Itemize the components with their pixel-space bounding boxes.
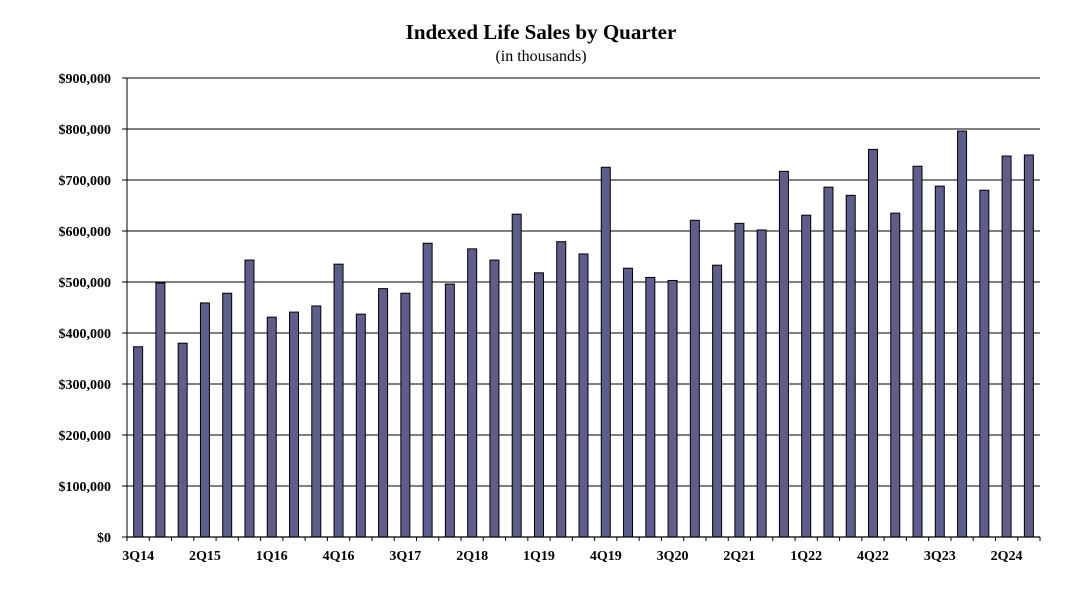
y-tick-label: $500,000 xyxy=(59,276,112,291)
bar xyxy=(600,166,611,538)
bar xyxy=(778,170,789,538)
y-tick-labels: $0 $100,000 $200,000 $300,000 $400,000 $500,0… xyxy=(59,72,112,546)
x-tick-label: 1Q19 xyxy=(523,549,555,564)
bar xyxy=(355,313,366,538)
bar xyxy=(533,272,544,538)
bar xyxy=(823,186,834,538)
y-tick-label: $600,000 xyxy=(59,225,112,240)
x-tick-label: 1Q22 xyxy=(790,549,822,564)
bar xyxy=(199,302,210,538)
x-tick-label: 3Q23 xyxy=(924,549,956,564)
y-tick-label: $300,000 xyxy=(59,378,112,393)
bar xyxy=(289,311,300,538)
bar xyxy=(979,189,990,538)
bar xyxy=(467,248,478,538)
bar xyxy=(444,283,455,538)
bar xyxy=(845,194,856,538)
bar xyxy=(712,264,723,538)
x-tick-label: 4Q22 xyxy=(857,549,889,564)
chart-title: Indexed Life Sales by Quarter xyxy=(405,20,677,44)
y-tick-label: $100,000 xyxy=(59,480,112,495)
y-tick-label: $800,000 xyxy=(59,123,112,138)
bar xyxy=(957,130,968,538)
y-tick-label: $0 xyxy=(97,531,111,546)
bar xyxy=(489,259,500,538)
x-tick-label: 4Q19 xyxy=(590,549,622,564)
x-tick-label: 3Q17 xyxy=(389,549,421,564)
y-tick-label: $700,000 xyxy=(59,174,112,189)
bar xyxy=(511,213,522,538)
bar xyxy=(890,212,901,538)
bar xyxy=(333,263,344,538)
bar xyxy=(867,148,878,538)
bar xyxy=(801,214,812,538)
x-tick-labels: 3Q14 2Q15 1Q16 4Q16 3Q17 2Q18 1Q19 4Q19 3Q20 2Q21… xyxy=(122,549,1022,564)
x-tick-label: 3Q20 xyxy=(657,549,689,564)
bar xyxy=(756,229,767,538)
bars xyxy=(133,130,1034,538)
bar xyxy=(155,282,166,538)
bar xyxy=(645,276,656,538)
x-tick-label: 2Q24 xyxy=(991,549,1023,564)
bar xyxy=(667,279,678,538)
bar xyxy=(244,259,255,538)
bar xyxy=(734,222,745,538)
bar xyxy=(1023,154,1034,538)
y-tick-label: $200,000 xyxy=(59,429,112,444)
bar xyxy=(133,346,144,538)
x-tick-label: 2Q21 xyxy=(723,549,755,564)
axes xyxy=(122,77,1041,541)
bar xyxy=(222,292,233,538)
x-tick-label: 2Q15 xyxy=(189,549,221,564)
x-tick-label: 1Q16 xyxy=(256,549,288,564)
bar xyxy=(912,165,923,538)
bar xyxy=(422,242,433,538)
bar xyxy=(556,241,567,538)
bar xyxy=(689,219,700,538)
bar xyxy=(1001,155,1012,538)
bar xyxy=(934,185,945,538)
bar xyxy=(400,292,411,538)
bar xyxy=(623,267,634,538)
bar xyxy=(578,253,589,538)
x-tick-label: 4Q16 xyxy=(323,549,355,564)
x-tick-label: 3Q14 xyxy=(122,549,154,564)
bar xyxy=(378,288,389,538)
x-tick-label: 2Q18 xyxy=(456,549,488,564)
bar xyxy=(311,305,322,538)
bar xyxy=(266,316,277,538)
bar xyxy=(177,342,188,538)
y-tick-label: $400,000 xyxy=(59,327,112,342)
chart-subtitle: (in thousands) xyxy=(495,48,587,65)
y-tick-label: $900,000 xyxy=(59,72,112,87)
